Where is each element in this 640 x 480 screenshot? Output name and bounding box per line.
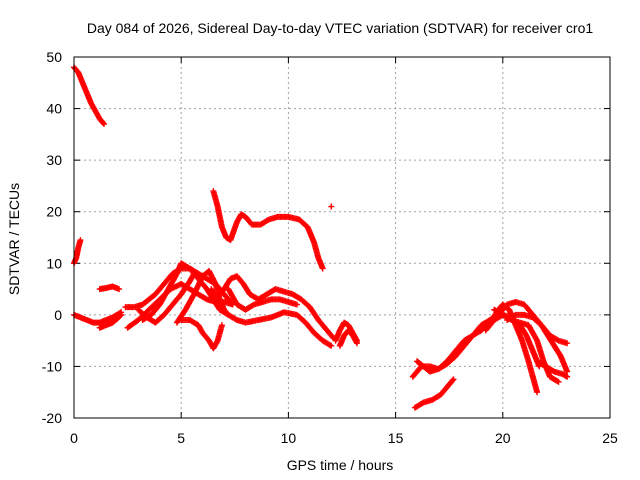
data-point [353, 338, 360, 345]
data-point [116, 286, 123, 293]
x-tick-label: 15 [388, 430, 404, 446]
x-axis-title: GPS time / hours [287, 457, 394, 473]
data-point [100, 120, 107, 127]
series-arc-18 [336, 327, 361, 349]
series-arc-21 [411, 376, 457, 411]
y-tick-label: -10 [42, 358, 62, 374]
chart-title: Day 084 of 2026, Sidereal Day-to-day VTE… [87, 20, 593, 36]
data-point [449, 377, 456, 384]
series-arc-12 [212, 273, 337, 342]
y-tick-label: 20 [46, 204, 62, 220]
series-arc-2 [71, 237, 84, 267]
series-arc-16 [328, 203, 335, 210]
y-axis-title: SDTVAR / TECUs [6, 183, 22, 295]
data-point [218, 322, 225, 329]
data-point [101, 121, 108, 128]
series-arc-5 [96, 311, 125, 331]
y-tick-label: 10 [46, 255, 62, 271]
plot-frame [73, 56, 611, 419]
y-tick-label: 0 [54, 307, 62, 323]
y-tick-label: 50 [46, 49, 62, 65]
data-point [555, 378, 562, 385]
y-tick-label: -20 [42, 410, 62, 426]
data-point [77, 237, 84, 244]
data-point [534, 389, 541, 396]
data-point [564, 368, 571, 375]
series-arc-14 [225, 286, 300, 313]
series-arc-23 [504, 311, 571, 375]
plot-area [71, 64, 571, 411]
x-tick-label: 5 [177, 430, 185, 446]
data-point [354, 340, 361, 347]
data-point [118, 311, 125, 318]
data-point [293, 301, 300, 308]
data-point [319, 265, 326, 272]
x-tick-label: 25 [602, 430, 618, 446]
data-point [117, 312, 124, 319]
x-tick-label: 20 [495, 430, 511, 446]
y-tick-label: 30 [46, 152, 62, 168]
x-tick-label: 10 [281, 430, 297, 446]
series-arc-13 [208, 286, 335, 349]
series-arc-15 [210, 188, 326, 272]
data-point [564, 340, 571, 347]
series-arc-25 [482, 311, 543, 370]
data-point [327, 342, 334, 349]
data-point [328, 203, 335, 210]
series-arc-1 [71, 64, 108, 128]
data-point [450, 376, 457, 383]
y-tick-label: 40 [46, 101, 62, 117]
series-arc-4 [96, 283, 123, 293]
data-point [536, 363, 543, 370]
series-arc-11 [178, 317, 225, 352]
data-point [328, 342, 335, 349]
x-tick-label: 0 [70, 430, 78, 446]
data-point [554, 378, 561, 385]
data-point [564, 373, 571, 380]
